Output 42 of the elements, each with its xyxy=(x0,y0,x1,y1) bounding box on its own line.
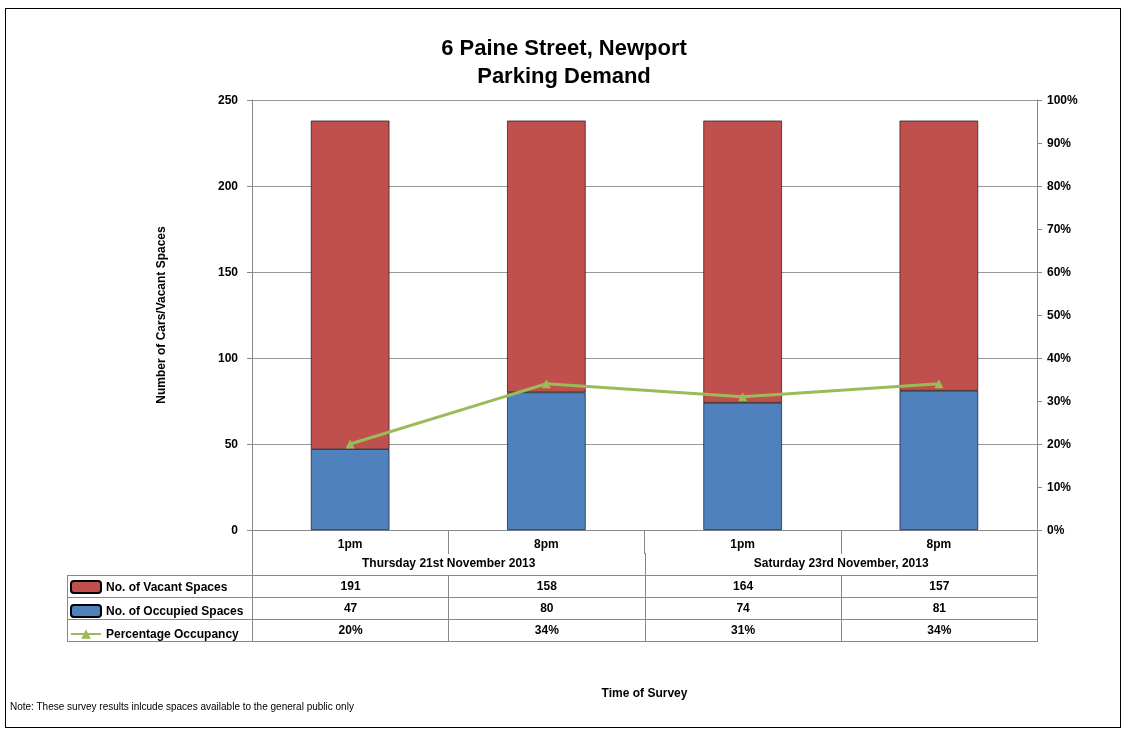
y2-tick-label: 60% xyxy=(1047,265,1072,279)
y2-tick-label: 20% xyxy=(1047,437,1072,451)
data-label: 74 xyxy=(644,597,842,620)
chart-title: 6 Paine Street, Newport Parking Demand xyxy=(441,34,688,88)
text: Thursday 21st November 2013 xyxy=(252,553,646,576)
y2-tick-label: 10% xyxy=(1047,480,1072,494)
text: Note: These survey results inlcude spaces available to the general public only xyxy=(10,701,355,712)
y2-tick-label: 50% xyxy=(1047,308,1072,322)
y-tick-label: 200 xyxy=(217,179,239,193)
y2-tick-label: 40% xyxy=(1047,351,1072,365)
y2-tick-label: 70% xyxy=(1047,222,1072,236)
x-tick-label: 8pm xyxy=(534,537,559,551)
legend-label: No. of Vacant Spaces xyxy=(106,580,228,594)
data-label: 34% xyxy=(448,619,646,642)
x-tick-label: 8pm xyxy=(926,537,952,551)
data-label: 31% xyxy=(644,619,842,642)
data-label: 20% xyxy=(252,619,450,642)
text: Time of Survey xyxy=(600,686,689,700)
y2-tick-label: 90% xyxy=(1047,136,1072,150)
x-tick-label: 1pm xyxy=(337,537,363,551)
data-label: 47 xyxy=(252,597,450,620)
y-tick-label: 0 xyxy=(231,523,239,537)
data-label: 34% xyxy=(840,619,1038,642)
legend-label: No. of Occupied Spaces xyxy=(106,604,244,618)
x-tick-label: 1pm xyxy=(730,537,755,551)
y2-tick-label: 0% xyxy=(1047,523,1065,537)
data-label: 191 xyxy=(252,575,450,598)
y2-tick-label: 80% xyxy=(1047,179,1072,193)
data-label: 81 xyxy=(840,597,1038,620)
y-tick-label: 150 xyxy=(217,265,239,279)
y-tick-label: 100 xyxy=(217,351,239,365)
y-tick-label: 50 xyxy=(224,437,239,451)
y2-tick-label: 30% xyxy=(1047,394,1072,408)
data-label: 80 xyxy=(448,597,646,620)
data-label: 157 xyxy=(840,575,1038,598)
y2-tick-label: 100% xyxy=(1047,93,1079,107)
y-axis-title: Number of Cars/Vacant Spaces xyxy=(154,225,168,404)
data-label: 164 xyxy=(644,575,842,598)
data-label: 158 xyxy=(448,575,646,598)
text: Saturday 23rd November, 2013 xyxy=(644,553,1038,576)
legend-label: Percentage Occupancy xyxy=(106,627,240,641)
y-tick-label: 250 xyxy=(217,93,239,107)
